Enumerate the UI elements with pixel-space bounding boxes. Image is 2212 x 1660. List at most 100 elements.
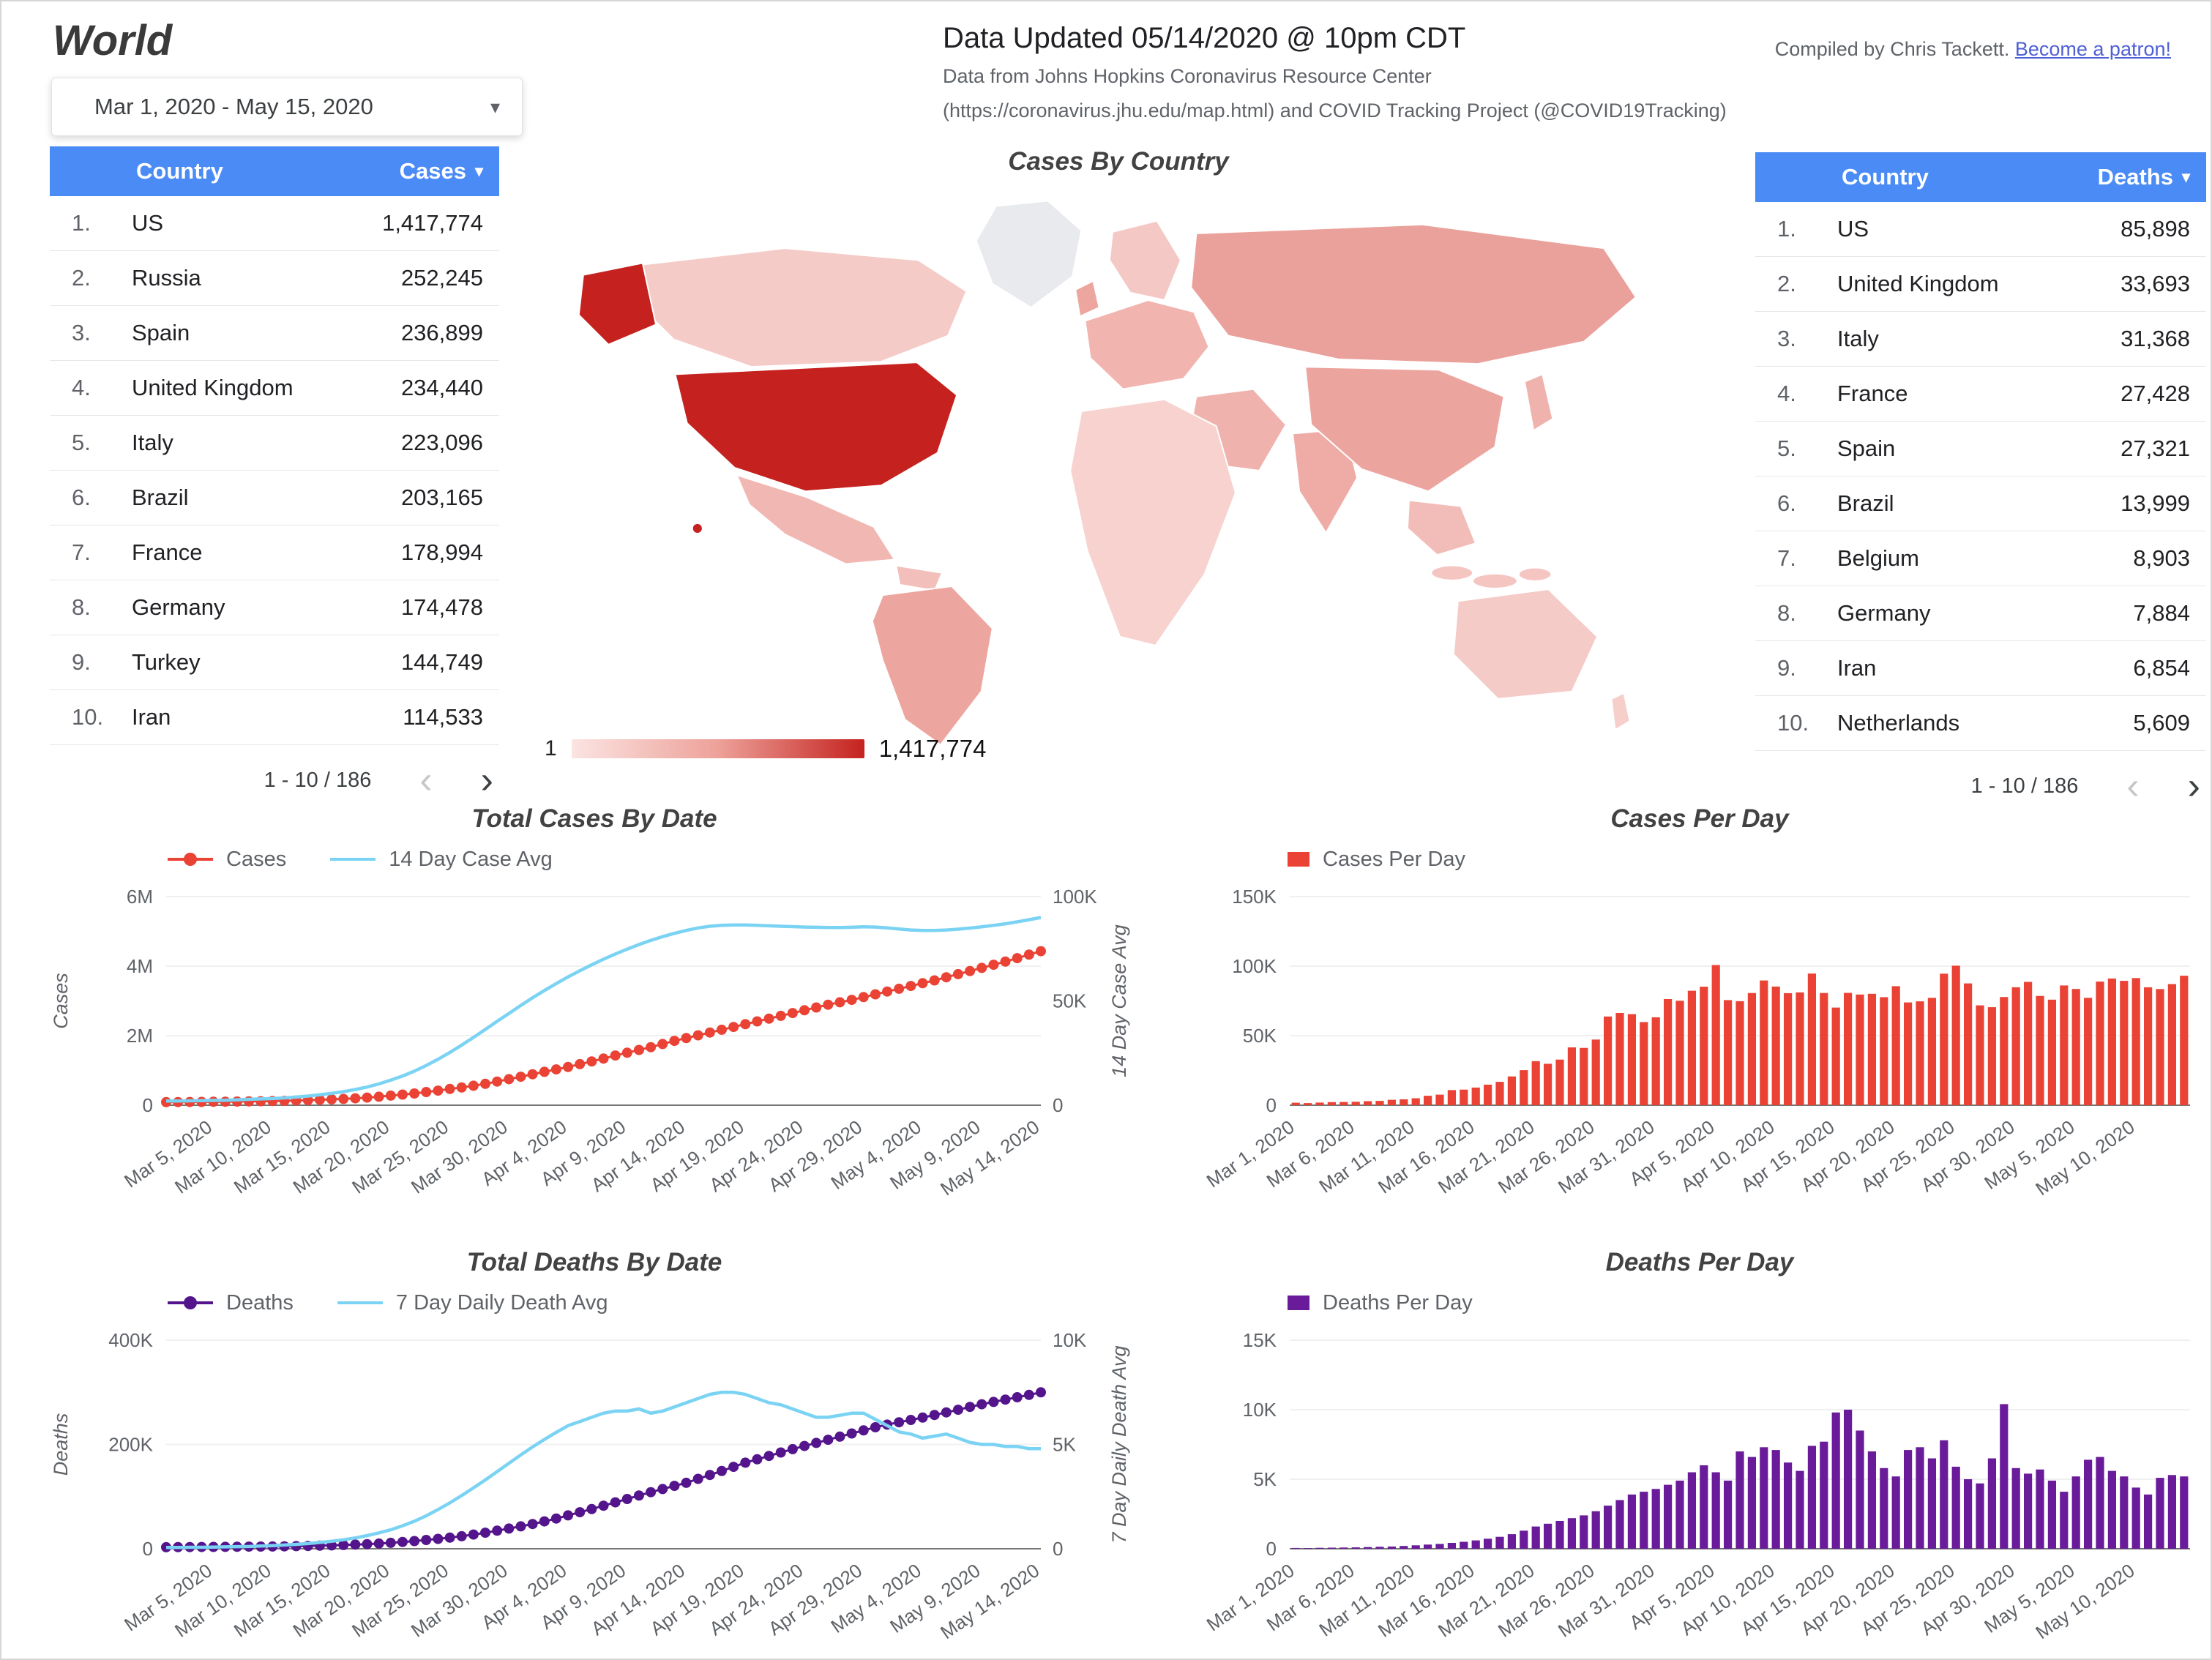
legend-line-icon (337, 1301, 383, 1304)
legend-swatch-icon (1288, 1296, 1309, 1310)
cases-table-body: 1. US 1,417,774 2. Russia 252,245 3. Spain 236,8… (50, 196, 499, 745)
map-legend: 1 1,417,774 (545, 735, 987, 763)
row-value: 174,478 (400, 594, 483, 620)
svg-text:Deaths: Deaths (50, 1413, 72, 1476)
total-cases-chart: Total Cases By Date Cases 14 Day Case Avg… (45, 804, 1143, 1208)
chart-legend: Cases Per Day (1191, 845, 2208, 874)
row-rank: 3. (72, 320, 91, 345)
prev-page-icon[interactable]: ‹ (2126, 765, 2140, 807)
deaths-table-header-deaths[interactable]: Deaths ▾ (2098, 164, 2206, 190)
map-region-south-america[interactable] (871, 585, 993, 747)
row-value: 223,096 (400, 430, 483, 455)
cases-table-header: Country Cases ▾ (50, 146, 499, 196)
cases-table-header-country[interactable]: Country (136, 158, 223, 184)
svg-text:100K: 100K (1232, 955, 1277, 977)
map-region-australia[interactable] (1452, 588, 1599, 700)
chart-title: Total Deaths By Date (466, 1248, 722, 1276)
row-rank: 2. (72, 265, 91, 291)
row-value: 1,417,774 (382, 210, 483, 236)
table-row: 9. Turkey 144,749 (50, 635, 499, 690)
chart-title: Deaths Per Day (1605, 1248, 1794, 1276)
svg-text:5K: 5K (1053, 1434, 1076, 1456)
legend-item: Cases Per Day (1286, 848, 1465, 872)
svg-text:0: 0 (1266, 1094, 1277, 1116)
row-country: Belgium (1837, 545, 1919, 571)
row-value: 236,899 (400, 320, 483, 345)
date-range-selector[interactable]: Mar 1, 2020 - May 15, 2020 ▾ (51, 78, 523, 136)
map-region-japan[interactable] (1523, 373, 1554, 432)
map-region-indonesia[interactable] (1472, 572, 1518, 589)
table-row: 7. France 178,994 (50, 526, 499, 580)
row-rank: 5. (1777, 435, 1796, 461)
map-region-alaska[interactable] (578, 262, 657, 346)
cases-table: Country Cases ▾ 1. US 1,417,774 2. Russia 252… (50, 146, 499, 801)
row-rank: 3. (1777, 326, 1796, 351)
row-rank: 9. (72, 649, 91, 675)
row-value: 5,609 (2133, 710, 2190, 736)
become-patron-link[interactable]: Become a patron! (2014, 38, 2171, 60)
legend-swatch-icon (1288, 852, 1309, 867)
map-card: Cases By Country (533, 146, 1704, 766)
map-region-new-zealand[interactable] (1610, 692, 1631, 732)
row-rank: 9. (1777, 655, 1796, 681)
map-region-greenland[interactable] (975, 200, 1083, 309)
map-region-africa[interactable] (1069, 398, 1237, 647)
row-rank: 7. (72, 539, 91, 565)
row-value: 252,245 (400, 265, 483, 291)
deaths-per-day-chart: Deaths Per Day Deaths Per Day 0 5K 10K 15K M… (1191, 1247, 2208, 1651)
table-row: 10. Netherlands 5,609 (1755, 696, 2206, 751)
map-region-indonesia[interactable] (1430, 564, 1474, 581)
legend-line-icon (330, 858, 376, 861)
svg-text:0: 0 (143, 1538, 153, 1560)
deaths-table-header-country[interactable]: Country (1842, 164, 1929, 190)
map-region-united-states[interactable] (674, 362, 958, 493)
map-region-southeast-asia[interactable] (1406, 499, 1477, 556)
row-country: France (132, 539, 203, 565)
cases-table-header-cases[interactable]: Cases ▾ (400, 158, 499, 184)
row-country: Iran (1837, 655, 1877, 681)
row-country: Italy (1837, 326, 1879, 351)
svg-text:50K: 50K (1243, 1025, 1277, 1047)
table-row: 8. Germany 7,884 (1755, 586, 2206, 641)
row-country: Spain (132, 320, 190, 345)
row-value: 13,999 (2121, 490, 2190, 516)
row-value: 85,898 (2121, 216, 2190, 242)
row-country: Italy (132, 430, 173, 455)
map-region-canada[interactable] (635, 247, 968, 368)
svg-text:7 Day Daily Death Avg: 7 Day Daily Death Avg (1108, 1345, 1130, 1543)
svg-text:5K: 5K (1253, 1468, 1277, 1490)
row-rank: 7. (1777, 545, 1796, 571)
source-line-1: Data from Johns Hopkins Coronavirus Reso… (943, 65, 1432, 87)
chevron-down-icon: ▾ (490, 95, 500, 118)
map-region-europe[interactable] (1084, 299, 1210, 390)
deaths-table-header: Country Deaths ▾ (1755, 152, 2206, 202)
row-rank: 1. (1777, 216, 1796, 242)
svg-text:15K: 15K (1243, 1329, 1277, 1351)
row-country: Brazil (132, 485, 189, 510)
map-region-east-asia[interactable] (1304, 366, 1505, 493)
row-value: 27,428 (2121, 381, 2190, 406)
map-region-russia[interactable] (1190, 223, 1637, 365)
row-country: Spain (1837, 435, 1896, 461)
next-page-icon[interactable]: › (480, 759, 493, 801)
map-region-scandinavia[interactable] (1108, 220, 1182, 302)
map-region-united-kingdom[interactable] (1075, 280, 1100, 318)
row-value: 33,693 (2121, 271, 2190, 296)
deaths-table-body: 1. US 85,898 2. United Kingdom 33,693 3. Italy 3… (1755, 202, 2206, 751)
header-block: Data Updated 05/14/2020 @ 10pm CDT Data … (943, 22, 1727, 124)
prev-page-icon[interactable]: ‹ (419, 759, 433, 801)
next-page-icon[interactable]: › (2187, 765, 2200, 807)
world-map[interactable] (562, 180, 1675, 766)
map-region-central-america[interactable] (894, 564, 944, 592)
page-title: World (53, 17, 173, 64)
map-region-mexico[interactable] (735, 474, 896, 565)
svg-text:4M: 4M (127, 955, 153, 977)
map-region-hawaii[interactable] (691, 522, 703, 535)
map-region-indonesia[interactable] (1517, 567, 1552, 582)
legend-item: Cases (166, 848, 286, 872)
svg-text:10K: 10K (1053, 1329, 1087, 1351)
